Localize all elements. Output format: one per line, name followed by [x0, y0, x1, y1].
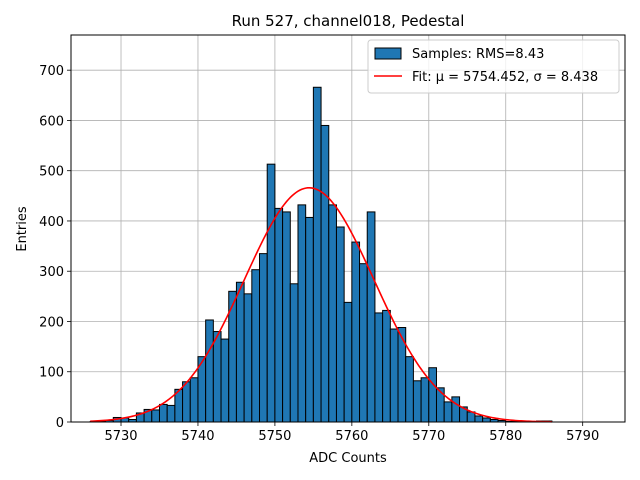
histogram-bar: [235, 281, 245, 423]
histogram-bar: [266, 163, 276, 423]
x-tick-label: 5730: [104, 429, 137, 444]
histogram-bar: [328, 204, 337, 423]
y-tick-label: 700: [39, 64, 64, 79]
x-tick-label: 5750: [258, 429, 291, 444]
histogram-bar: [182, 381, 191, 423]
histogram-bar: [382, 309, 391, 423]
histogram-bar: [412, 380, 422, 423]
histogram-bar: [166, 404, 176, 423]
y-tick-label: 300: [39, 265, 64, 280]
x-tick-label: 5790: [566, 429, 599, 444]
histogram-bar: [420, 377, 430, 423]
histogram-bar: [312, 86, 322, 423]
histogram-bar: [297, 204, 307, 423]
fit-curve-layer: [90, 186, 552, 423]
histogram-bar: [335, 226, 345, 423]
histogram-bar: [259, 253, 268, 423]
x-axis-ticks: 5730 5740 5750 5760 5770 5780 5790: [104, 422, 599, 444]
x-tick-label: 5760: [335, 429, 368, 444]
histogram-bar: [351, 241, 361, 423]
histogram-bar: [359, 263, 368, 423]
legend-box: [367, 39, 620, 94]
histogram-bar: [205, 319, 214, 423]
histogram-bar: [343, 301, 353, 423]
histogram-bar: [305, 216, 314, 423]
histogram-bar: [220, 338, 230, 423]
y-tick-label: 200: [39, 315, 64, 330]
histogram-bar: [366, 211, 376, 423]
y-tick-label: 0: [56, 416, 64, 431]
legend: Samples: RMS=8.43 Fit: μ = 5754.452, σ =…: [367, 39, 620, 94]
histogram-bar: [474, 415, 484, 423]
histogram-bar: [435, 387, 445, 423]
histogram-bar: [466, 411, 476, 423]
histogram-bar: [251, 269, 261, 423]
histogram-bar: [389, 328, 399, 423]
histogram-bar: [374, 312, 384, 423]
y-tick-label: 400: [39, 215, 64, 230]
histogram-bar: [243, 293, 253, 423]
y-axis-label: Entries: [15, 206, 30, 252]
y-tick-label: 100: [39, 366, 64, 381]
histogram-bar: [320, 124, 330, 423]
y-axis-ticks: 0 100 200 300 400 500 600 700: [39, 64, 71, 431]
gaussian-fit-line: [90, 186, 552, 423]
histogram-bar: [151, 409, 160, 423]
x-tick-label: 5770: [412, 429, 445, 444]
histogram-bar: [289, 283, 299, 423]
histogram-bar: [451, 396, 461, 423]
histogram-bar: [482, 417, 491, 423]
histogram-bar: [428, 367, 437, 423]
histogram-bar: [212, 331, 222, 423]
x-axis-label: ADC Counts: [309, 451, 387, 466]
histogram-bar: [158, 403, 168, 423]
histogram-bar: [443, 401, 453, 423]
y-tick-label: 600: [39, 114, 64, 129]
legend-label-fit: Fit: μ = 5754.452, σ = 8.438: [412, 70, 598, 85]
histogram-bar: [405, 356, 414, 423]
y-tick-label: 500: [39, 165, 64, 180]
histogram-bar: [274, 207, 284, 423]
plot-frame: [70, 34, 626, 423]
histogram-bar: [189, 377, 199, 423]
legend-swatch-samples: [374, 47, 402, 60]
histogram-bar: [282, 211, 291, 423]
x-tick-label: 5740: [181, 429, 214, 444]
legend-label-samples: Samples: RMS=8.43: [412, 47, 544, 62]
x-tick-label: 5780: [489, 429, 522, 444]
chart-title: Run 527, channel018, Pedestal: [232, 12, 465, 30]
